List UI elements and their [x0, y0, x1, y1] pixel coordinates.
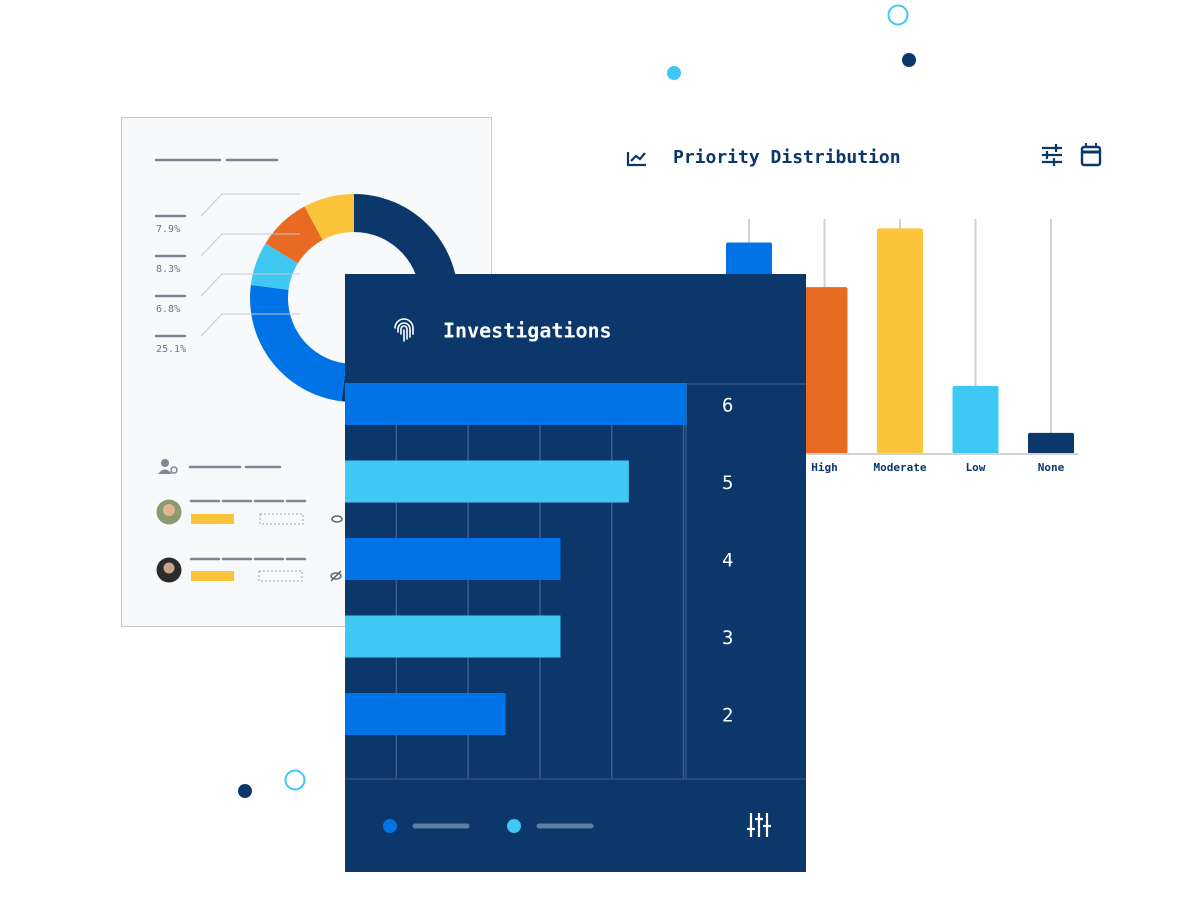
decor-dot: [238, 784, 252, 798]
bar: [801, 287, 848, 454]
y-tick-label: 6: [722, 395, 733, 417]
eye-icon: [331, 515, 343, 523]
bar: [345, 383, 687, 425]
x-tick-label: None: [1038, 461, 1065, 474]
user-icon: [158, 469, 172, 474]
y-tick-label: 3: [722, 627, 733, 649]
x-tick-label: Moderate: [874, 461, 927, 474]
chart-title: Priority Distribution: [673, 147, 901, 168]
investigations-bars: 6 5 4 3 2: [345, 383, 733, 779]
bar: [1028, 432, 1074, 454]
bar: [345, 693, 506, 735]
bar: [345, 460, 629, 503]
donut-segment: [304, 194, 354, 240]
search-icon: [170, 466, 178, 474]
connector-line: [200, 273, 300, 297]
eye-off-icon: [330, 572, 342, 580]
bar: [345, 538, 561, 580]
connector-line: [200, 233, 300, 257]
status-pill: [191, 571, 234, 581]
value-label: 6.8%: [156, 304, 180, 315]
status-pill: [191, 514, 234, 524]
chart-icon: [626, 152, 646, 167]
eye-off-icon: [330, 570, 342, 582]
x-tick-label: Low: [966, 461, 986, 474]
legend-swatch: [383, 819, 397, 833]
y-tick-label: 4: [722, 550, 733, 572]
avatar: [163, 562, 175, 574]
investigations-panel: Investigations 6 5 4 3 2: [345, 274, 806, 872]
placeholder-box: [259, 513, 304, 525]
calendar-icon[interactable]: [1080, 143, 1102, 167]
value-label: 25.1%: [156, 344, 186, 355]
fingerprint-icon: [394, 318, 414, 342]
connector-line: [200, 313, 300, 337]
bar: [345, 615, 561, 658]
x-tick-label: High: [811, 461, 838, 474]
filter-icon[interactable]: [1042, 144, 1062, 166]
value-label: 7.9%: [156, 224, 180, 235]
bar: [952, 385, 999, 454]
user-icon: [161, 459, 169, 467]
avatar: [163, 504, 175, 516]
legend-swatch: [507, 819, 521, 833]
placeholder-box: [258, 570, 303, 582]
decor-ring: [887, 4, 909, 26]
y-tick-label: 2: [722, 705, 733, 727]
decor-dot: [667, 66, 681, 80]
user-list: [156, 459, 343, 583]
bar: [877, 228, 923, 454]
value-label: 8.3%: [156, 264, 180, 275]
donut-segment: [250, 243, 298, 290]
settings-icon[interactable]: [747, 813, 771, 837]
decor-dot: [902, 53, 916, 67]
decor-ring: [284, 769, 306, 791]
donut-segment: [265, 206, 323, 264]
y-tick-label: 5: [722, 472, 733, 494]
panel-title: Investigations: [443, 319, 612, 343]
connector-line: [200, 193, 300, 217]
